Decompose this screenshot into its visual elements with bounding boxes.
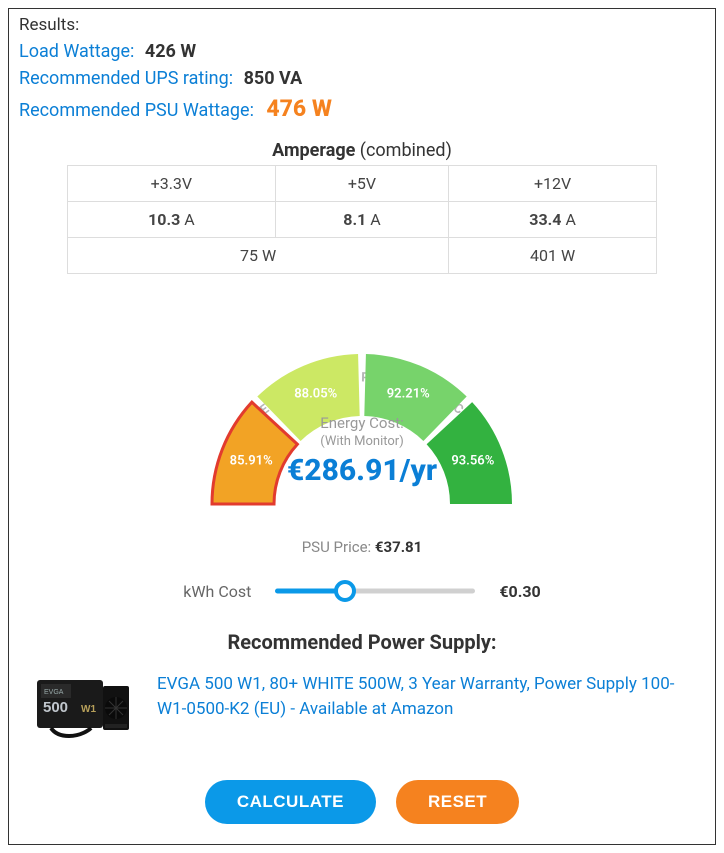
svg-text:W1: W1 (81, 704, 96, 715)
psu-price: PSU Price: €37.81 (19, 538, 705, 556)
gauge-center: Energy Cost: (With Monitor) €286.91/yr (252, 414, 472, 488)
amperage-table: +3.3V +5V +12V 10.3 A 8.1 A 33.4 A 75 W … (67, 165, 657, 274)
efficiency-gauge: RECOMMENDED PSU EFFICIENCY Energy Cost: … (152, 294, 572, 524)
amps-5v: 8.1 A (275, 202, 448, 238)
kwh-cost-value: €0.30 (499, 582, 540, 601)
gauge-segment-label-0: 85.91% (230, 453, 273, 468)
load-wattage-value: 426 W (145, 41, 196, 62)
kwh-cost-row: kWh Cost €0.30 (19, 580, 705, 602)
watts-low: 75 W (68, 238, 449, 274)
gauge-segment-label-1: 88.05% (294, 387, 337, 402)
table-row: 10.3 A 8.1 A 33.4 A (68, 202, 657, 238)
results-title: Results: (19, 15, 705, 35)
slider-track (275, 589, 475, 594)
slider-thumb[interactable] (334, 580, 356, 602)
product-image: EVGA 500 W1 (31, 672, 139, 744)
svg-text:EVGA: EVGA (44, 689, 64, 696)
table-row: 75 W 401 W (68, 238, 657, 274)
button-row: CALCULATE RESET (19, 780, 705, 824)
energy-cost-value: €286.91/yr (252, 453, 472, 488)
ups-rating-label: Recommended UPS rating: (19, 68, 233, 89)
recommended-product: EVGA 500 W1 EVGA 500 W1, 80+ WHITE 500W,… (31, 672, 693, 744)
amps-3v3: 10.3 A (68, 202, 276, 238)
energy-cost-sub: (With Monitor) (252, 434, 472, 449)
rail-12v: +12V (449, 166, 657, 202)
psu-price-label: PSU Price: (302, 538, 375, 556)
psu-wattage-label: Recommended PSU Wattage: (19, 100, 254, 121)
rail-3v3: +3.3V (68, 166, 276, 202)
recommended-psu-title: Recommended Power Supply: (19, 630, 705, 654)
amperage-title: Amperage (combined) (19, 140, 705, 161)
energy-cost-label: Energy Cost: (252, 414, 472, 432)
gauge-svg: RECOMMENDED PSU EFFICIENCY (152, 294, 572, 524)
results-panel: Results: Load Wattage: 426 W Recommended… (8, 8, 716, 845)
ups-rating-line: Recommended UPS rating: 850 VA (19, 68, 705, 89)
rail-5v: +5V (275, 166, 448, 202)
psu-wattage-line: Recommended PSU Wattage: 476 W (19, 95, 705, 122)
amperage-title-rest: (combined) (355, 140, 452, 161)
kwh-cost-slider[interactable] (275, 580, 475, 602)
calculate-button[interactable]: CALCULATE (205, 780, 376, 824)
svg-text:500: 500 (43, 699, 68, 716)
psu-wattage-value: 476 W (266, 95, 332, 122)
table-row: +3.3V +5V +12V (68, 166, 657, 202)
kwh-cost-label: kWh Cost (183, 582, 251, 601)
product-link[interactable]: EVGA 500 W1, 80+ WHITE 500W, 3 Year Warr… (157, 672, 693, 721)
load-wattage-line: Load Wattage: 426 W (19, 41, 705, 62)
amperage-title-bold: Amperage (272, 140, 355, 161)
gauge-segment-label-3: 93.56% (451, 453, 494, 468)
watts-12v: 401 W (449, 238, 657, 274)
amps-12v: 33.4 A (449, 202, 657, 238)
gauge-segment-label-2: 92.21% (387, 387, 430, 402)
reset-button[interactable]: RESET (396, 780, 519, 824)
ups-rating-value: 850 VA (244, 68, 303, 89)
load-wattage-label: Load Wattage: (19, 41, 134, 62)
psu-price-value: €37.81 (375, 538, 422, 556)
